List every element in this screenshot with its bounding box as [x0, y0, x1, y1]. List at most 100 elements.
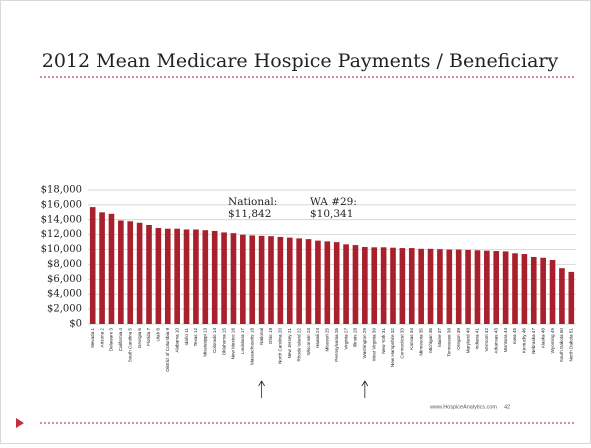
bar: [512, 253, 518, 324]
y-tick-label: $8,000: [47, 259, 82, 270]
bar: [540, 257, 546, 324]
bar: [286, 237, 293, 324]
x-tick-label: Rhode Island 22: [296, 328, 301, 362]
bar: [493, 251, 500, 324]
x-tick-label: Tennessee 38: [447, 328, 452, 357]
x-tick-label: Massachusetts 18: [249, 328, 254, 365]
bar: [296, 238, 302, 324]
y-tick-label: $18,000: [41, 185, 82, 196]
bar: [258, 235, 265, 324]
x-tick-label: Oklahoma 15: [221, 328, 226, 356]
bar: [380, 247, 387, 324]
x-tick-label: Connecticut 33: [400, 328, 405, 359]
bar: [240, 234, 246, 324]
bar: [474, 250, 481, 324]
x-tick-label: New Hampshire 32: [390, 328, 395, 368]
annotation: WA #29:: [310, 196, 357, 208]
x-tick-label: Iowa 45: [512, 328, 517, 345]
bar: [99, 212, 105, 324]
x-tick-label: District of Columbia 9: [165, 328, 170, 372]
bar: [183, 229, 190, 324]
x-tick-label: Minnesota 35: [418, 328, 423, 356]
x-tick-label: Maryland 40: [465, 328, 470, 354]
bar: [465, 249, 471, 324]
bar: [127, 221, 134, 324]
x-tick-label: Michigan 36: [428, 328, 433, 353]
x-tick-label: Idaho 11: [184, 328, 189, 346]
x-tick-label: Kansas 34: [409, 328, 414, 350]
x-tick-label: Hawaii 24: [315, 328, 320, 349]
x-tick-label: National: [259, 328, 264, 345]
x-tick-label: Alabama 10: [174, 328, 179, 353]
bar: [118, 220, 124, 324]
x-tick-label: Wisconsin 23: [306, 328, 311, 356]
x-tick-label: Virginia 27: [343, 328, 348, 350]
bar: [230, 233, 237, 324]
bar: [362, 247, 368, 324]
footer-triangle: [16, 418, 24, 428]
x-tick-label: Illinois 28: [353, 328, 358, 348]
page-number: 42: [504, 404, 510, 410]
x-tick-label: Nevada 1: [90, 328, 95, 348]
y-tick-label: $4,000: [47, 289, 82, 300]
bar: [136, 222, 143, 324]
y-tick-label: $2,000: [47, 304, 82, 315]
arrow-head: [258, 380, 265, 387]
x-tick-label: Mississippi 13: [203, 328, 208, 357]
bar: [408, 248, 415, 324]
x-tick-label: New Jersey 21: [287, 328, 292, 359]
x-tick-label: California 4: [118, 328, 123, 352]
x-tick-label: Oregon 39: [456, 328, 461, 350]
arrow-head: [361, 380, 369, 387]
bar: [399, 248, 406, 324]
bar: [333, 242, 340, 324]
annotation: National:: [228, 196, 277, 208]
x-tick-label: Louisiana 17: [240, 328, 245, 354]
bar: [174, 228, 180, 324]
y-tick-label: $14,000: [41, 214, 82, 225]
bar: [202, 230, 209, 324]
bar: [324, 241, 331, 324]
x-tick-label: North Carolina 20: [278, 328, 283, 364]
annotation: $11,842: [228, 208, 271, 220]
x-tick-label: North Dakota 51: [569, 328, 574, 362]
bar: [315, 240, 321, 324]
x-tick-label: Wyoming 49: [550, 328, 555, 354]
x-tick-label: New Mexico 16: [231, 328, 236, 360]
y-tick-label: $16,000: [41, 199, 82, 210]
footer-url: www.HospiceAnalytics.com: [429, 404, 497, 410]
bar: [277, 236, 284, 324]
x-tick-label: Ohio 19: [268, 328, 273, 345]
x-tick-label: Maine 37: [437, 328, 442, 347]
y-tick-label: $0: [69, 319, 82, 330]
bar: [549, 259, 556, 324]
x-tick-label: Nebraska 47: [531, 328, 536, 354]
x-tick-label: Delaware 3: [109, 328, 114, 352]
bar: [568, 271, 575, 324]
bar: [455, 249, 462, 324]
chart-title: 2012 Mean Medicare Hospice Payments / Be…: [42, 50, 559, 72]
x-tick-label: Kentucky 46: [522, 328, 527, 354]
x-tick-label: Arizona 2: [99, 328, 104, 348]
bar: [427, 248, 434, 324]
bar: [371, 247, 378, 324]
bar: [268, 236, 274, 324]
x-tick-label: Missouri 25: [325, 328, 330, 352]
bar: [352, 245, 359, 324]
bar: [249, 235, 256, 324]
bar: [390, 247, 396, 324]
x-tick-label: West Virginia 30: [371, 328, 376, 362]
bar: [446, 249, 453, 324]
annotation: $10,341: [310, 208, 353, 220]
bar: [521, 254, 528, 324]
x-tick-label: South Carolina 5: [127, 328, 132, 363]
bar: [530, 257, 537, 324]
x-tick-label: New York 31: [381, 328, 386, 354]
bar: [559, 268, 565, 324]
x-tick-label: Montana 44: [503, 328, 508, 353]
x-tick-label: Colorado 14: [212, 328, 217, 353]
bar: [146, 224, 152, 324]
x-tick-label: Indiana 41: [475, 328, 480, 350]
